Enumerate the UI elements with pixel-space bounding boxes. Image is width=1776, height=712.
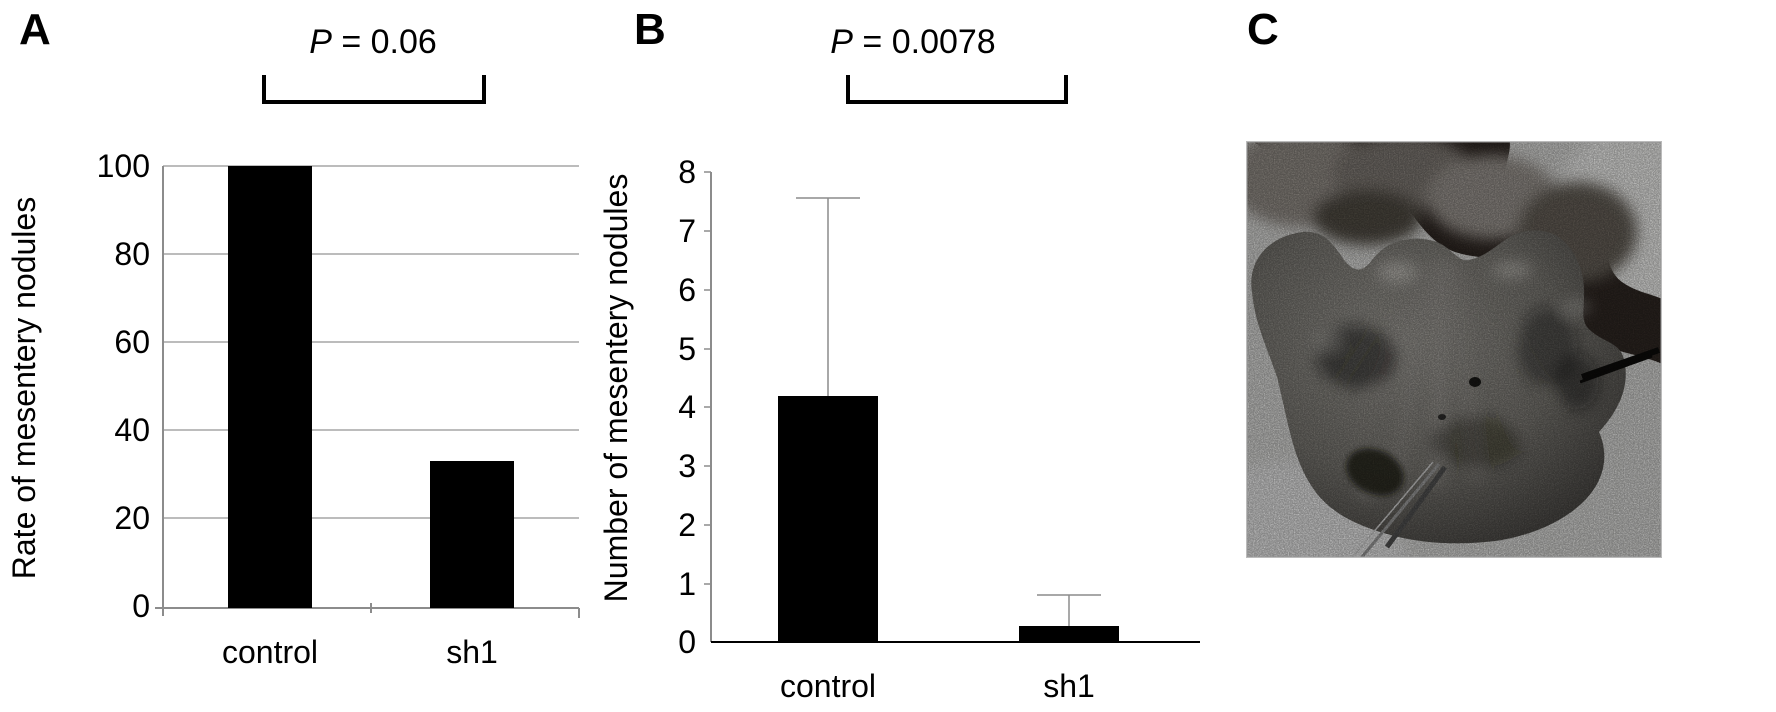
- svg-text:80: 80: [114, 236, 150, 272]
- svg-text:2: 2: [678, 507, 696, 543]
- svg-text:7: 7: [678, 213, 696, 249]
- svg-text:0: 0: [678, 624, 696, 660]
- svg-text:control: control: [222, 634, 318, 670]
- svg-text:Rate of mesentery nodules: Rate of mesentery nodules: [6, 197, 42, 579]
- svg-text:60: 60: [114, 324, 150, 360]
- svg-text:0: 0: [132, 588, 150, 624]
- svg-text:6: 6: [678, 272, 696, 308]
- svg-text:20: 20: [114, 500, 150, 536]
- svg-text:40: 40: [114, 412, 150, 448]
- svg-text:sh1: sh1: [1043, 668, 1095, 704]
- svg-text:3: 3: [678, 448, 696, 484]
- svg-text:8: 8: [678, 154, 696, 190]
- svg-text:sh1: sh1: [446, 634, 498, 670]
- svg-text:control: control: [780, 668, 876, 704]
- svg-text:1: 1: [678, 566, 696, 602]
- svg-text:4: 4: [678, 389, 696, 425]
- svg-text:P = 0.0078: P = 0.0078: [830, 23, 995, 61]
- svg-text:5: 5: [678, 331, 696, 367]
- svg-text:100: 100: [97, 148, 150, 184]
- svg-text:Number of mesentery nodules: Number of mesentery nodules: [600, 174, 634, 603]
- svg-text:P = 0.06: P = 0.06: [309, 23, 437, 61]
